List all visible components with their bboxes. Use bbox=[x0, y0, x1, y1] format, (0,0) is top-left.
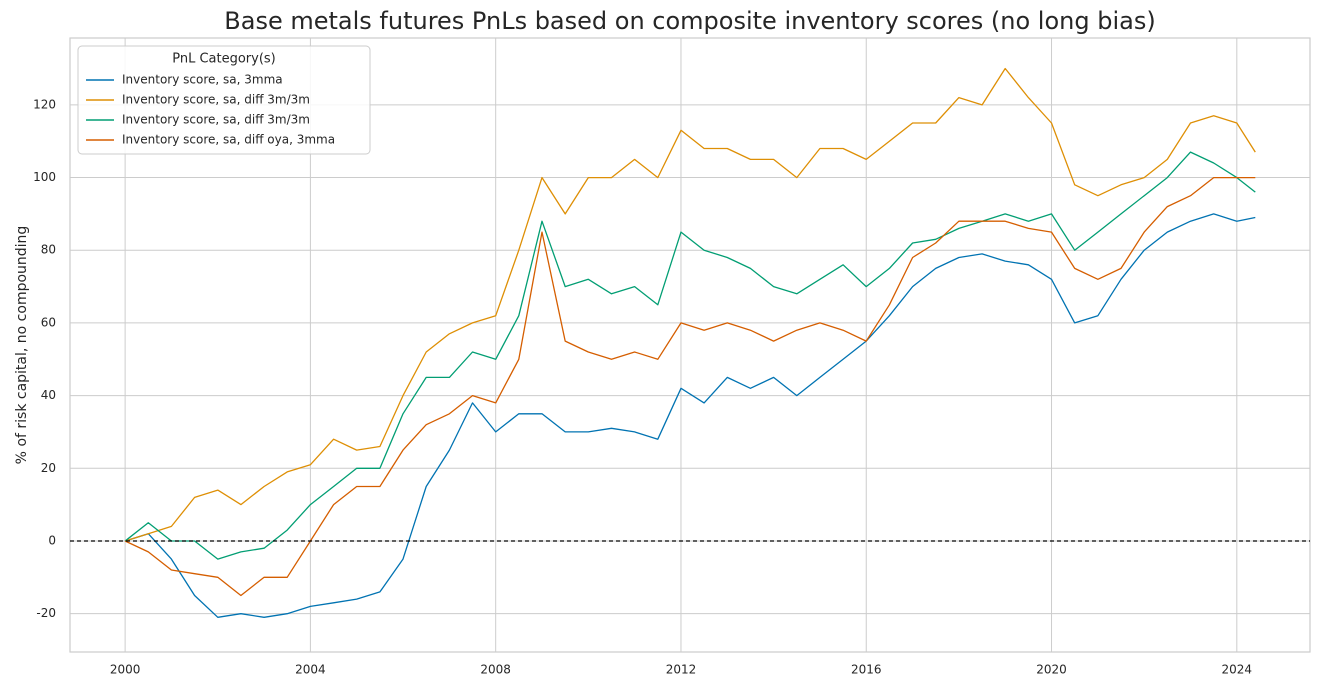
y-tick-label: 40 bbox=[41, 388, 56, 402]
legend-box bbox=[77, 45, 371, 155]
y-axis-label: % of risk capital, no compounding bbox=[14, 226, 30, 465]
series-line bbox=[124, 213, 1256, 618]
series-line bbox=[124, 151, 1256, 560]
y-tick-label: 100 bbox=[33, 170, 56, 184]
y-tick-label: 120 bbox=[33, 97, 56, 111]
series-line bbox=[124, 176, 1256, 597]
x-tick-label: 2016 bbox=[851, 663, 882, 677]
chart-title: Base metals futures PnLs based on compos… bbox=[224, 7, 1155, 35]
x-tick-label: 2012 bbox=[666, 663, 697, 677]
y-tick-label: 60 bbox=[41, 315, 56, 329]
legend: PnL Category(s) Inventory score, sa, 3mma… bbox=[77, 45, 371, 155]
plot-frame bbox=[69, 37, 1311, 653]
x-tick-label: 2000 bbox=[110, 663, 141, 677]
legend-title: PnL Category(s) bbox=[172, 52, 276, 67]
legend-label: Inventory score, sa, diff oya, 3mma bbox=[122, 133, 335, 147]
y-tick-label: 80 bbox=[41, 243, 56, 257]
x-tick-label: 2024 bbox=[1222, 663, 1253, 677]
y-tick-label: -20 bbox=[36, 606, 56, 620]
y-tick-label: 20 bbox=[41, 461, 56, 475]
legend-label: Inventory score, sa, diff 3m/3m bbox=[122, 93, 310, 107]
x-tick-label: 2020 bbox=[1036, 663, 1067, 677]
legend-label: Inventory score, sa, 3mma bbox=[122, 73, 283, 87]
legend-label: Inventory score, sa, diff 3m/3m bbox=[122, 113, 310, 127]
x-tick-label: 2008 bbox=[480, 663, 511, 677]
series-line bbox=[124, 67, 1256, 542]
y-tick-label: 0 bbox=[48, 533, 56, 547]
x-tick-label: 2004 bbox=[295, 663, 326, 677]
